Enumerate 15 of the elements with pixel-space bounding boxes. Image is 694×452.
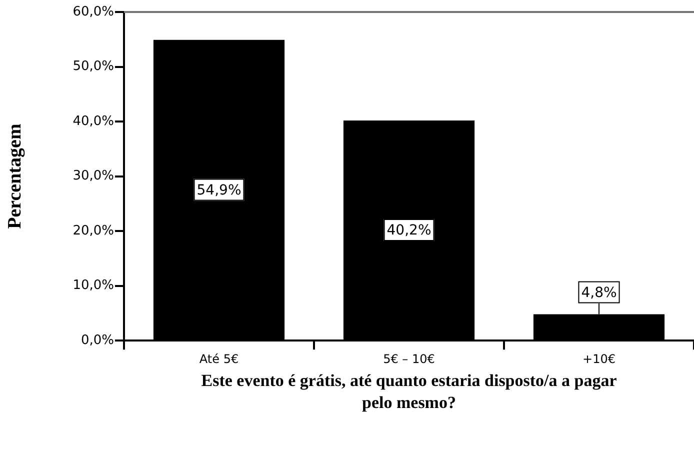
x-tick-label: Até 5€ — [199, 352, 239, 366]
y-axis-title: Percentagem — [4, 124, 26, 229]
data-label: 4,8% — [581, 284, 617, 301]
x-tick-label: 5€ – 10€ — [383, 352, 435, 366]
x-tick-label: +10€ — [582, 352, 616, 366]
data-label: 40,2% — [386, 222, 432, 239]
y-tick-label: 0,0% — [80, 332, 114, 348]
y-tick-label: 40,0% — [72, 114, 114, 129]
x-axis-title: Este evento é grátis, até quanto estaria disposto/a a pagar pelo mesmo? — [200, 370, 618, 414]
data-label: 54,9% — [196, 182, 242, 198]
y-tick-label: 20,0% — [72, 223, 114, 238]
y-tick-label: 50,0% — [72, 59, 114, 74]
y-tick-label: 10,0% — [72, 278, 114, 294]
y-tick-label: 30,0% — [72, 168, 114, 184]
y-tick-label: 60,0% — [72, 4, 114, 20]
